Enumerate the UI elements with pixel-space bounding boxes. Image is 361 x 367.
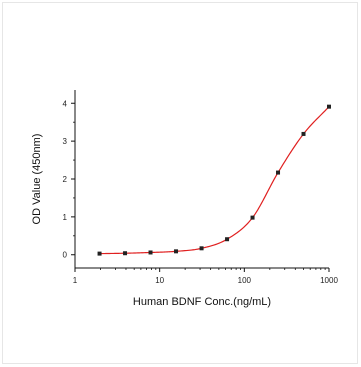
y-tick-label: 2 [63,175,68,184]
x-axis-title: Human BDNF Conc.(ng/mL) [133,296,271,308]
x-tick-label: 10 [155,276,164,285]
data-point [327,104,331,109]
y-tick-label: 4 [63,99,68,108]
data-point [97,251,102,256]
fit-curve-layer [99,106,330,255]
data-points-layer [97,104,331,256]
labels-layer: 1 10 100 1000 0 1 2 3 4 [63,99,339,285]
y-tick-label: 1 [63,213,68,222]
data-point [276,170,281,175]
x-tick-label: 1000 [320,276,338,285]
y-axis-title: OD Value (450nm) [31,134,43,225]
data-point [199,246,204,251]
y-tick-label: 0 [63,251,68,260]
fit-curve [99,106,330,255]
data-point [301,131,306,136]
data-point [174,249,179,254]
x-tick-label: 100 [238,276,252,285]
data-point [250,215,255,220]
data-point [225,237,230,242]
y-tick-label: 3 [63,137,68,146]
data-point [148,250,153,255]
x-tick-label: 1 [73,276,78,285]
figure-frame [2,2,358,364]
data-point [123,251,128,256]
axes [71,90,330,272]
